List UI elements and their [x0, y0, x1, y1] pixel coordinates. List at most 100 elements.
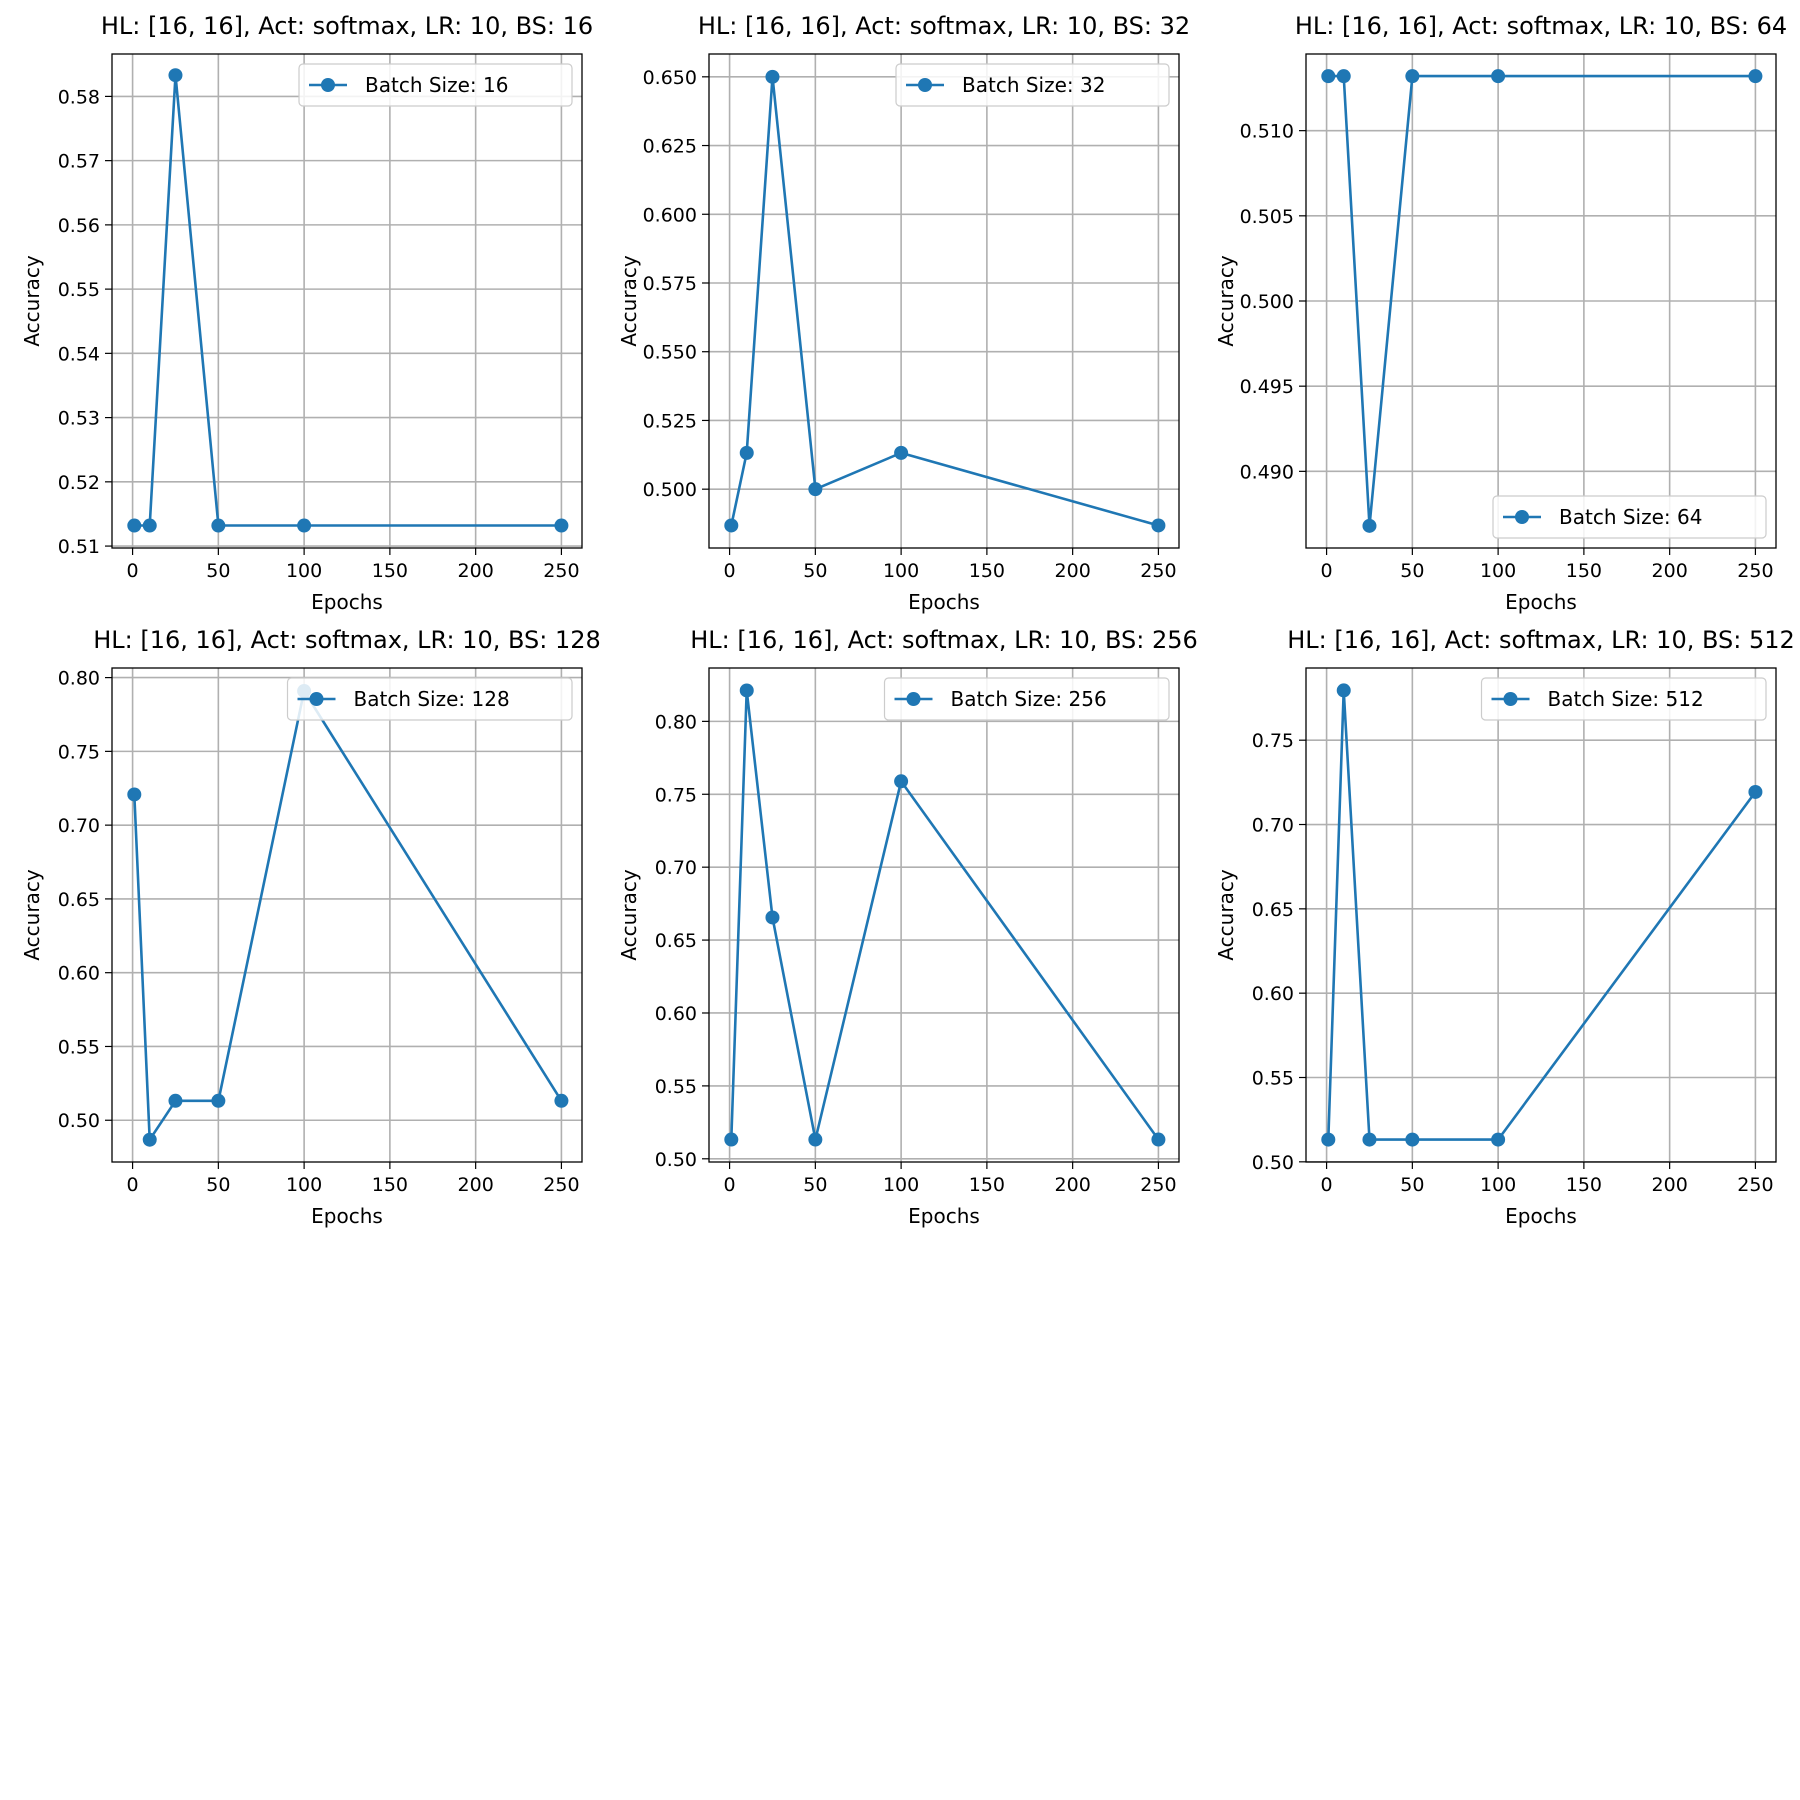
y-tick-label: 0.50: [1252, 1152, 1294, 1174]
legend-label: Batch Size: 32: [962, 73, 1105, 97]
x-axis-label: Epochs: [908, 1204, 980, 1228]
y-tick-label: 0.52: [58, 472, 100, 494]
y-tick-label: 0.60: [1252, 983, 1294, 1005]
chart-title: HL: [16, 16], Act: softmax, LR: 10, BS: …: [93, 626, 601, 654]
x-tick-label: 150: [1566, 1174, 1602, 1196]
series-line: [730, 75, 1159, 527]
x-axis-label: Epochs: [311, 1204, 383, 1228]
series-line: [134, 73, 562, 527]
x-tick-label: 0: [1321, 1174, 1333, 1196]
data-point: [1491, 69, 1506, 84]
data-point: [894, 774, 909, 789]
y-tick-label: 0.550: [643, 342, 697, 364]
data-point: [297, 518, 312, 533]
legend: Batch Size: 256: [883, 677, 1170, 721]
legend-label: Batch Size: 16: [365, 73, 508, 97]
y-tick-label: 0.70: [1252, 815, 1294, 837]
x-tick-label: 200: [458, 560, 494, 582]
legend-label: Batch Size: 256: [951, 687, 1107, 711]
axes-frame: [708, 53, 1180, 549]
x-tick-label: 100: [286, 1174, 322, 1196]
legend-box: [895, 63, 1170, 107]
series-line: [1327, 689, 1757, 1141]
y-tick-label: 0.505: [1240, 206, 1294, 228]
axes-frame: [111, 53, 583, 549]
legend-box: [1492, 495, 1767, 539]
data-point: [739, 683, 754, 698]
x-tick-label: 0: [724, 560, 736, 582]
axes-frame: [111, 667, 583, 1163]
y-tick-label: 0.80: [58, 668, 100, 690]
legend: Batch Size: 512: [1480, 677, 1767, 721]
x-tick-label: 50: [206, 560, 230, 582]
data-point: [1362, 518, 1377, 533]
data-point: [739, 445, 754, 460]
y-tick-label: 0.510: [1240, 121, 1294, 143]
y-tick-label: 0.54: [58, 343, 100, 365]
x-tick-label: 0: [127, 1174, 139, 1196]
y-tick-label: 0.55: [655, 1076, 697, 1098]
chart-title: HL: [16, 16], Act: softmax, LR: 10, BS: …: [101, 12, 593, 40]
x-tick-label: 50: [803, 1174, 827, 1196]
x-tick-label: 200: [1652, 1174, 1688, 1196]
y-tick-label: 0.57: [58, 151, 100, 173]
data-point: [554, 1093, 569, 1108]
y-tick-label: 0.55: [1252, 1068, 1294, 1090]
y-axis-label: Accuracy: [617, 869, 641, 960]
y-tick-label: 0.50: [58, 1110, 100, 1132]
data-point: [724, 518, 739, 533]
y-tick-label: 0.55: [58, 279, 100, 301]
x-tick-label: 100: [286, 560, 322, 582]
x-axis-label: Epochs: [908, 590, 980, 614]
data-point: [724, 1132, 739, 1147]
data-point: [142, 1132, 157, 1147]
x-tick-label: 150: [1566, 560, 1602, 582]
legend-marker: [309, 692, 324, 706]
y-axis-label: Accuracy: [20, 255, 44, 346]
y-tick-label: 0.56: [58, 215, 100, 237]
data-point: [1336, 69, 1351, 84]
y-tick-label: 0.55: [58, 1036, 100, 1058]
x-tick-label: 150: [372, 560, 408, 582]
y-tick-label: 0.500: [643, 479, 697, 501]
legend-marker: [321, 78, 335, 92]
x-tick-label: 200: [1055, 560, 1091, 582]
y-tick-label: 0.490: [1240, 461, 1294, 483]
x-tick-label: 0: [1321, 560, 1333, 582]
y-tick-label: 0.600: [643, 204, 697, 226]
legend-box: [883, 677, 1170, 721]
x-tick-label: 100: [1480, 560, 1516, 582]
x-tick-label: 100: [1480, 1174, 1516, 1196]
data-point: [1321, 69, 1336, 84]
series-line: [730, 689, 1160, 1141]
y-tick-label: 0.65: [1252, 899, 1294, 921]
subplot-3: 0 50 100 150 200 250 0.490 0.495 0.500 0.505 0.510…: [1214, 12, 1787, 614]
legend-marker: [918, 78, 932, 92]
legend-label: Batch Size: 64: [1559, 505, 1702, 529]
data-point: [1405, 69, 1420, 84]
x-tick-label: 50: [803, 560, 827, 582]
x-tick-label: 250: [1140, 1174, 1176, 1196]
data-point: [1151, 1132, 1166, 1147]
data-point: [168, 1093, 183, 1108]
chart-title: HL: [16, 16], Act: softmax, LR: 10, BS: …: [1295, 12, 1787, 40]
legend-label: Batch Size: 512: [1548, 687, 1704, 711]
legend-marker: [1503, 692, 1518, 706]
axes-frame: [1305, 667, 1777, 1163]
data-point: [211, 1093, 226, 1108]
y-tick-label: 0.70: [655, 857, 697, 879]
y-axis-label: Accuracy: [617, 255, 641, 346]
data-point: [142, 518, 157, 533]
x-tick-label: 100: [883, 560, 919, 582]
data-point: [1336, 683, 1351, 698]
y-tick-label: 0.60: [58, 963, 100, 985]
x-tick-label: 100: [883, 1174, 919, 1196]
data-point: [1151, 518, 1166, 533]
axes-frame: [1305, 53, 1777, 549]
x-tick-label: 250: [1737, 1174, 1773, 1196]
y-tick-label: 0.495: [1240, 376, 1294, 398]
y-axis-label: Accuracy: [1214, 255, 1238, 346]
y-tick-label: 0.60: [655, 1003, 697, 1025]
series-line: [133, 689, 563, 1141]
